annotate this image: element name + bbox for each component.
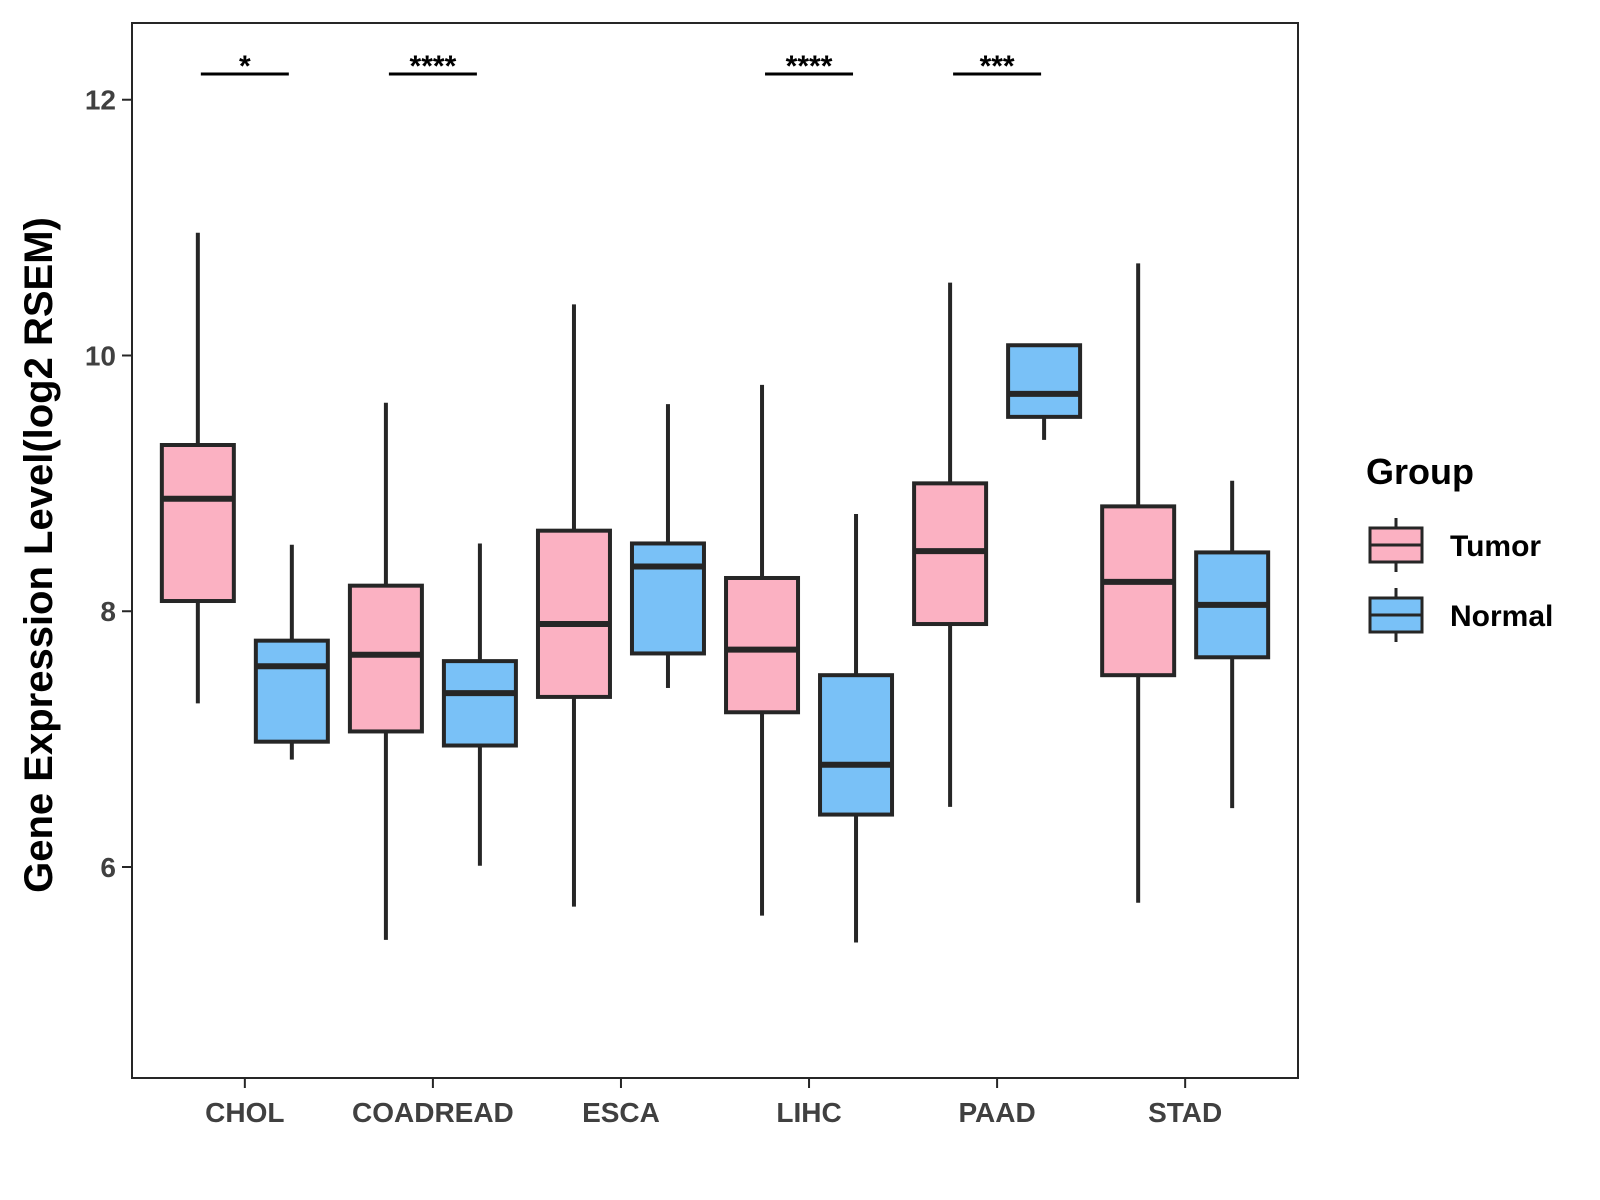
significance-label: * <box>239 50 251 83</box>
x-tick-label: LIHC <box>776 1097 841 1128</box>
tumor-box <box>535 528 612 699</box>
normal-box <box>441 659 518 748</box>
plot-panel-border <box>131 22 1299 1079</box>
y-tick-label: 8 <box>100 596 116 627</box>
y-tick-label: 6 <box>100 852 116 883</box>
legend: Group Tumor Normal <box>1366 451 1553 642</box>
tumor-box <box>724 575 801 715</box>
y-tick-label: 12 <box>85 85 116 116</box>
y-axis-title: Gene Expression Level(log2 RSEM) <box>17 217 61 893</box>
normal-box <box>818 673 895 817</box>
normal-box <box>253 638 330 744</box>
normal-box <box>629 541 706 656</box>
significance-label: **** <box>410 50 457 83</box>
y-tick-label: 10 <box>85 340 116 371</box>
normal-box <box>1006 343 1083 419</box>
x-tick-label: ESCA <box>582 1097 660 1128</box>
tumor-box <box>1100 504 1177 678</box>
legend-title: Group <box>1366 451 1474 492</box>
legend-label: Tumor <box>1450 530 1541 563</box>
x-tick-label: CHOL <box>205 1097 284 1128</box>
significance-label: *** <box>980 50 1015 83</box>
significance-label: **** <box>786 50 833 83</box>
x-tick-label: PAAD <box>958 1097 1035 1128</box>
x-tick-label: STAD <box>1148 1097 1222 1128</box>
tumor-box <box>159 443 236 604</box>
x-tick-label: COADREAD <box>352 1097 514 1128</box>
legend-label: Normal <box>1450 600 1553 633</box>
tumor-box <box>347 583 424 734</box>
